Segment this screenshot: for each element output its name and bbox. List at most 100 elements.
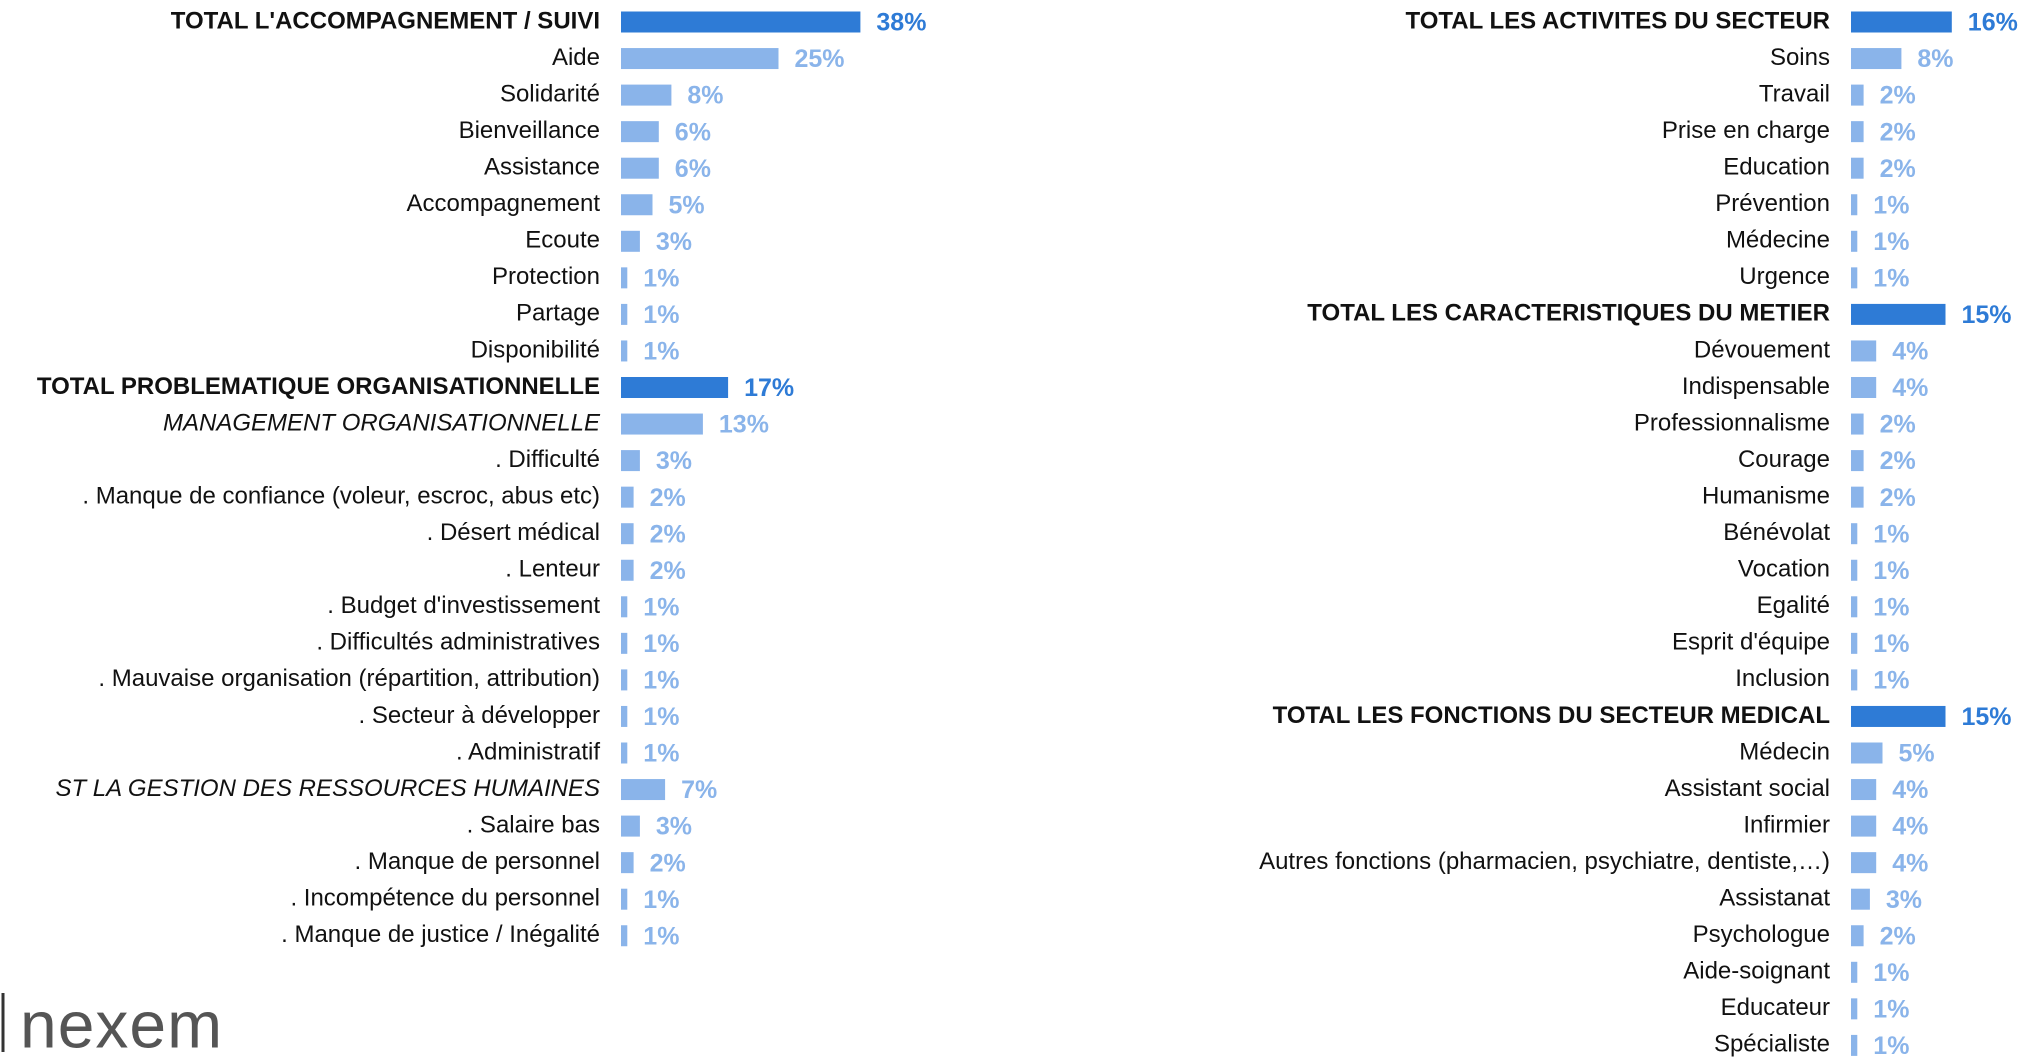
category-label: . Mauvaise organisation (répartition, at… <box>98 665 600 692</box>
value-label: 2% <box>650 557 686 585</box>
category-label: Accompagnement <box>407 190 601 217</box>
bar <box>621 559 634 581</box>
bar <box>1851 450 1864 472</box>
value-label: 1% <box>1873 228 1909 256</box>
category-label: Protection <box>492 263 600 290</box>
bar <box>621 121 659 143</box>
bar <box>621 377 729 398</box>
category-label: Autres fonctions (pharmacien, psychiatre… <box>1259 848 1830 875</box>
value-label: 2% <box>1880 118 1916 146</box>
bar <box>1851 121 1864 143</box>
value-label: 1% <box>1873 520 1909 548</box>
bar <box>621 413 703 435</box>
category-label: Inclusion <box>1735 665 1830 692</box>
value-label: 4% <box>1892 338 1928 366</box>
bar <box>1851 523 1858 545</box>
bar <box>1851 230 1858 252</box>
value-label: 15% <box>1962 703 2012 731</box>
bar <box>1851 559 1858 581</box>
value-label: 3% <box>1886 886 1922 914</box>
category-label: . Difficultés administratives <box>316 629 600 656</box>
value-label: 1% <box>1873 630 1909 658</box>
value-label: 4% <box>1892 374 1928 402</box>
bar <box>1851 742 1883 764</box>
value-label: 5% <box>669 191 705 219</box>
category-label: Bienveillance <box>459 117 600 144</box>
bar <box>1851 961 1858 983</box>
value-label: 1% <box>1873 667 1909 695</box>
bar <box>621 669 628 691</box>
bar <box>1851 303 1946 325</box>
value-label: 2% <box>1880 155 1916 183</box>
bar <box>621 779 666 801</box>
category-label: Professionnalisme <box>1634 409 1830 436</box>
value-label: 16% <box>1968 9 2018 37</box>
value-label: 8% <box>687 82 723 110</box>
category-label: Prévention <box>1715 190 1830 217</box>
category-label: TOTAL LES ACTIVITES DU SECTEUR <box>1406 7 1830 34</box>
value-label: 1% <box>1873 1032 1909 1057</box>
value-label: 3% <box>656 813 692 841</box>
bar <box>1851 888 1870 910</box>
value-label: 1% <box>643 703 679 731</box>
category-label: Egalité <box>1757 592 1830 619</box>
value-label: 3% <box>656 447 692 475</box>
bar <box>1851 596 1858 618</box>
category-label: . Manque de confiance (voleur, escroc, a… <box>82 482 600 509</box>
bar <box>1851 486 1864 508</box>
value-label: 6% <box>675 155 711 183</box>
category-label: Travail <box>1759 80 1830 107</box>
bar <box>621 815 640 837</box>
bar <box>1851 705 1946 727</box>
bar <box>621 267 628 289</box>
bar <box>621 705 628 727</box>
value-label: 1% <box>1873 264 1909 292</box>
value-label: 6% <box>675 118 711 146</box>
category-label: . Secteur à développer <box>359 702 601 729</box>
category-label: Médecin <box>1739 738 1830 765</box>
bar <box>1851 377 1877 398</box>
category-label: . Désert médical <box>427 519 600 546</box>
category-label: TOTAL LES FONCTIONS DU SECTEUR MEDICAL <box>1273 702 1830 729</box>
category-label: Vocation <box>1738 556 1830 583</box>
value-label: 1% <box>643 667 679 695</box>
category-label: Indispensable <box>1682 373 1830 400</box>
bar <box>1851 11 1952 33</box>
bar <box>1851 340 1877 362</box>
value-label: 4% <box>1892 813 1928 841</box>
value-label: 8% <box>1917 45 1953 73</box>
category-label: Bénévolat <box>1723 519 1830 546</box>
bar <box>621 450 640 472</box>
bar <box>1851 815 1877 837</box>
value-label: 7% <box>681 776 717 804</box>
category-label: Disponibilité <box>471 336 600 363</box>
bar <box>1851 194 1858 216</box>
bar <box>621 632 628 654</box>
value-label: 25% <box>795 45 845 73</box>
bar <box>621 157 659 179</box>
bar <box>621 852 634 874</box>
category-label: Médecine <box>1726 227 1830 254</box>
value-label: 5% <box>1899 740 1935 768</box>
value-label: 1% <box>1873 593 1909 621</box>
value-label: 1% <box>1873 557 1909 585</box>
category-label: Education <box>1723 154 1830 181</box>
bar <box>1851 1034 1858 1056</box>
bar <box>1851 84 1864 106</box>
category-label: Urgence <box>1739 263 1830 290</box>
category-label: . Difficulté <box>495 446 600 473</box>
value-label: 15% <box>1962 301 2012 329</box>
category-label: Aide <box>552 44 600 71</box>
value-label: 2% <box>1880 82 1916 110</box>
value-label: 1% <box>643 301 679 329</box>
category-label: TOTAL L'ACCOMPAGNEMENT / SUIVI <box>171 7 600 34</box>
value-label: 17% <box>744 374 794 402</box>
bar <box>621 523 634 545</box>
category-label: Esprit d'équipe <box>1672 629 1830 656</box>
category-label: Ecoute <box>525 227 600 254</box>
category-label: . Manque de personnel <box>354 848 600 875</box>
bar <box>621 340 628 362</box>
bar <box>621 303 628 325</box>
value-label: 1% <box>643 886 679 914</box>
